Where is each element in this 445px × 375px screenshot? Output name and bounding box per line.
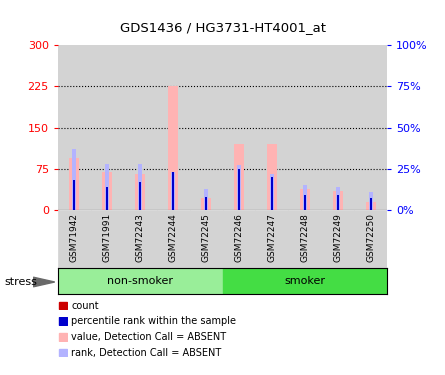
Text: GSM72250: GSM72250 xyxy=(366,213,375,262)
Bar xyxy=(172,207,174,210)
Text: rank, Detection Call = ABSENT: rank, Detection Call = ABSENT xyxy=(71,348,222,358)
Text: count: count xyxy=(71,301,99,310)
Bar xyxy=(69,158,79,210)
Bar xyxy=(304,195,306,210)
Bar xyxy=(59,302,67,309)
Bar xyxy=(288,210,321,268)
Text: GSM72246: GSM72246 xyxy=(235,213,243,262)
Text: GSM72243: GSM72243 xyxy=(136,213,145,262)
Text: GSM72244: GSM72244 xyxy=(169,213,178,262)
Bar xyxy=(369,209,372,210)
Bar xyxy=(267,144,277,210)
Bar xyxy=(171,172,175,210)
Bar xyxy=(369,192,372,210)
Bar xyxy=(58,45,91,210)
Bar xyxy=(321,45,354,210)
Bar xyxy=(238,169,240,210)
Bar xyxy=(204,189,208,210)
Bar xyxy=(139,209,142,210)
Text: non-smoker: non-smoker xyxy=(107,276,173,286)
Text: GSM72248: GSM72248 xyxy=(300,213,309,262)
Bar xyxy=(138,164,142,210)
Bar xyxy=(354,45,387,210)
Text: GSM71991: GSM71991 xyxy=(103,213,112,262)
Text: GSM71942: GSM71942 xyxy=(70,213,79,262)
Polygon shape xyxy=(33,277,55,287)
Bar xyxy=(59,333,67,340)
Bar xyxy=(370,198,372,210)
Text: GSM72247: GSM72247 xyxy=(267,213,276,262)
Bar xyxy=(201,198,211,210)
Bar xyxy=(303,185,307,210)
Bar xyxy=(337,195,339,210)
Bar xyxy=(271,177,273,210)
Text: smoker: smoker xyxy=(284,276,325,286)
Bar xyxy=(73,207,76,210)
Bar xyxy=(91,210,124,268)
Text: GSM72249: GSM72249 xyxy=(333,213,342,262)
Bar xyxy=(190,210,222,268)
Bar xyxy=(270,174,274,210)
Bar xyxy=(106,187,108,210)
Bar xyxy=(106,209,109,210)
Bar xyxy=(271,209,273,210)
Bar xyxy=(124,45,157,210)
Text: GDS1436 / HG3731-HT4001_at: GDS1436 / HG3731-HT4001_at xyxy=(120,21,325,34)
Bar xyxy=(91,45,124,210)
Bar xyxy=(321,210,354,268)
Bar xyxy=(234,144,244,210)
Bar xyxy=(205,209,207,210)
Bar xyxy=(333,191,343,210)
Text: GSM72245: GSM72245 xyxy=(202,213,210,262)
Bar xyxy=(102,171,112,210)
Text: stress: stress xyxy=(4,277,37,287)
Bar xyxy=(168,86,178,210)
Bar xyxy=(336,187,340,210)
Bar xyxy=(354,210,387,268)
Bar xyxy=(205,197,207,210)
Bar xyxy=(157,210,190,268)
Bar xyxy=(336,209,339,210)
Bar xyxy=(238,207,240,210)
Bar xyxy=(300,189,310,210)
Bar xyxy=(73,149,76,210)
Bar xyxy=(59,349,67,356)
Bar xyxy=(222,268,387,294)
Bar xyxy=(73,180,75,210)
Bar xyxy=(59,317,67,325)
Bar xyxy=(135,174,145,210)
Bar xyxy=(105,164,109,210)
Text: value, Detection Call = ABSENT: value, Detection Call = ABSENT xyxy=(71,332,227,342)
Bar xyxy=(222,45,255,210)
Bar xyxy=(237,165,241,210)
Bar xyxy=(255,210,288,268)
Bar xyxy=(255,45,288,210)
Bar xyxy=(366,202,376,210)
Bar xyxy=(139,182,141,210)
Bar xyxy=(222,210,255,268)
Text: percentile rank within the sample: percentile rank within the sample xyxy=(71,316,236,326)
Bar xyxy=(124,210,157,268)
Bar xyxy=(172,172,174,210)
Bar xyxy=(58,210,91,268)
Bar xyxy=(157,45,190,210)
Bar xyxy=(190,45,222,210)
Bar xyxy=(58,268,222,294)
Bar xyxy=(288,45,321,210)
Bar xyxy=(303,209,306,210)
